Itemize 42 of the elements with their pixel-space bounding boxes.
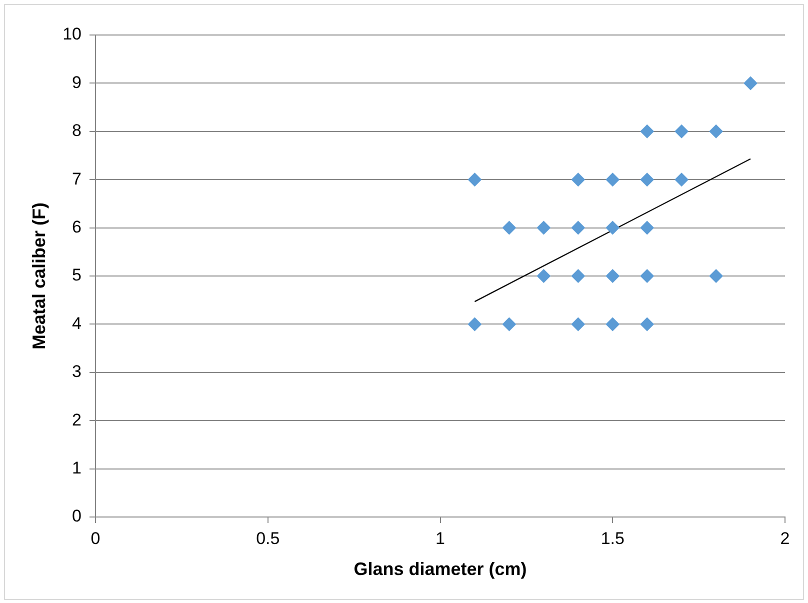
y-axis-title: Meatal caliber (F) bbox=[28, 202, 49, 350]
point bbox=[674, 124, 689, 138]
point bbox=[709, 269, 724, 283]
x-tick-label: 0.5 bbox=[256, 528, 280, 548]
point bbox=[571, 172, 586, 187]
point bbox=[536, 269, 551, 283]
point bbox=[640, 220, 654, 235]
y-tick-label: 6 bbox=[72, 217, 82, 236]
y-tick-label: 9 bbox=[72, 72, 82, 92]
point bbox=[571, 317, 586, 332]
point bbox=[468, 317, 482, 332]
x-tick-label: 1.5 bbox=[600, 528, 624, 548]
y-tick-label: 10 bbox=[62, 24, 82, 44]
point bbox=[606, 269, 620, 283]
y-tick-label: 0 bbox=[72, 506, 82, 526]
x-tick-label: 1 bbox=[436, 528, 445, 548]
point bbox=[571, 269, 586, 283]
point bbox=[606, 220, 620, 235]
y-tick-label: 3 bbox=[72, 362, 82, 382]
point bbox=[640, 172, 654, 187]
point bbox=[744, 76, 758, 90]
point bbox=[640, 317, 654, 332]
point bbox=[606, 317, 620, 332]
point bbox=[709, 124, 724, 138]
y-tick-label: 7 bbox=[72, 169, 82, 188]
point bbox=[571, 220, 586, 235]
point bbox=[640, 124, 654, 138]
point bbox=[502, 317, 516, 332]
y-tick-label: 8 bbox=[72, 121, 82, 140]
x-axis-title: Glans diameter (cm) bbox=[354, 559, 527, 580]
point bbox=[674, 172, 689, 187]
y-tick-label: 1 bbox=[72, 458, 82, 478]
x-tick-label: 2 bbox=[780, 528, 790, 548]
point bbox=[640, 269, 654, 283]
point bbox=[468, 172, 482, 187]
y-tick-label: 4 bbox=[72, 314, 82, 333]
x-tick-label: 0 bbox=[90, 528, 100, 548]
point bbox=[606, 172, 620, 187]
point bbox=[502, 220, 516, 235]
y-tick-label: 2 bbox=[72, 410, 82, 430]
y-tick-label: 5 bbox=[72, 266, 82, 285]
point bbox=[536, 220, 551, 235]
